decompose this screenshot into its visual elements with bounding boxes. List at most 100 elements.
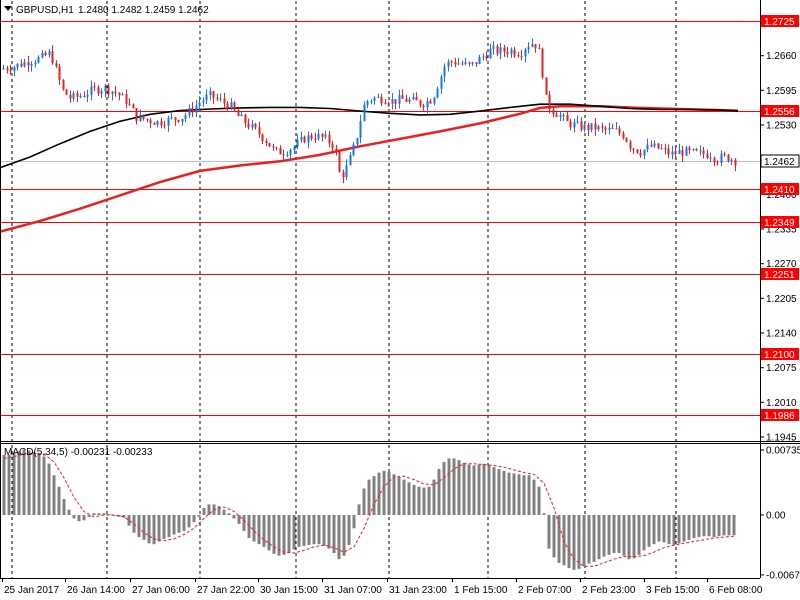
macd-bar: [492, 467, 496, 515]
candle-body: [191, 107, 194, 113]
candle-body: [20, 63, 23, 67]
ma-fast-line: [0, 103, 739, 169]
macd-bar: [267, 515, 271, 551]
macd-bar: [362, 488, 366, 515]
candle-body: [307, 135, 310, 143]
macd-bar: [522, 475, 526, 515]
candle-body: [524, 49, 527, 57]
macd-bar: [647, 515, 651, 547]
candle-body: [475, 62, 478, 64]
candle-body: [188, 107, 191, 116]
macd-bar: [567, 515, 571, 569]
candle-body: [163, 125, 166, 127]
candle-body: [107, 85, 110, 95]
candle-body: [674, 151, 677, 154]
macd-bar: [357, 504, 361, 515]
macd-bar: [722, 515, 726, 536]
chart-header: GBPUSD,H1 1.2480 1.2482 1.2459 1.2462: [4, 5, 209, 16]
candle-body: [629, 141, 632, 149]
candle-body: [254, 123, 257, 128]
macd-bar: [372, 476, 376, 515]
macd-bar: [97, 513, 101, 515]
price-tick-label: 1.2270: [766, 259, 797, 270]
candle-body: [9, 70, 12, 72]
candle-body: [587, 124, 590, 131]
time-label: 30 Jan 15:00: [260, 585, 318, 596]
candle-body: [615, 128, 618, 130]
candle-body: [433, 97, 436, 104]
time-label: 31 Jan 23:00: [389, 585, 447, 596]
candle-body: [384, 103, 387, 105]
candle-body: [212, 91, 215, 98]
candle-body: [90, 86, 93, 95]
candle-body: [688, 147, 691, 150]
candle-body: [16, 63, 19, 68]
candle-body: [681, 150, 684, 156]
macd-bar: [32, 452, 36, 515]
horizontal-levels[interactable]: [0, 21, 760, 416]
candle-body: [237, 110, 240, 117]
candle-body: [160, 120, 163, 126]
candle-body: [552, 109, 555, 115]
macd-bar: [62, 499, 66, 515]
macd-bar: [367, 479, 371, 515]
macd-bar: [687, 515, 691, 540]
candle-body: [86, 94, 89, 97]
macd-bar: [247, 515, 251, 538]
price-tick-label: 1.2335: [766, 225, 797, 236]
candle-body: [272, 146, 275, 148]
candle-body: [566, 115, 569, 121]
level-tag-label: 1.2410: [764, 185, 795, 196]
candle-body: [650, 144, 653, 147]
candle-body: [531, 44, 534, 47]
macd-bar: [77, 515, 81, 522]
candle-body: [111, 91, 114, 95]
macd-bar: [242, 515, 246, 531]
macd-bar: [82, 515, 86, 521]
level-tag-box: [761, 268, 799, 280]
candle-body: [139, 114, 142, 122]
candle-body: [167, 117, 170, 126]
macd-bar: [152, 515, 156, 545]
time-label: 1 Feb 15:00: [454, 585, 508, 596]
candle-body: [352, 144, 355, 155]
candle-body: [727, 154, 730, 162]
macd-bar: [257, 515, 261, 545]
macd-bar: [67, 509, 71, 515]
candle-body: [48, 51, 51, 56]
macd-bar: [322, 515, 326, 546]
macd-bar: [262, 515, 266, 547]
macd-bar: [307, 515, 311, 546]
macd-bar: [302, 515, 306, 546]
candle-body: [93, 86, 96, 88]
macd-bar: [317, 515, 321, 545]
symbol-timeframe: GBPUSD,H1: [16, 5, 74, 16]
time-label: 26 Jan 14:00: [67, 585, 125, 596]
macd-bar: [447, 458, 451, 515]
candle-body: [482, 56, 485, 58]
candle-body: [282, 154, 285, 156]
macd-axis: 0.00735 0.00 -0.00677: [760, 446, 800, 581]
dropdown-triangle-icon[interactable]: [4, 6, 12, 11]
candle-body: [324, 134, 327, 137]
macd-bar: [47, 463, 51, 515]
candle-body: [646, 144, 649, 150]
candle-body: [734, 159, 737, 166]
macd-bar: [87, 515, 91, 517]
macd-bar: [252, 515, 256, 542]
macd-bar: [457, 460, 461, 515]
candle-body: [709, 157, 712, 159]
level-tag-box: [761, 183, 799, 195]
candle-body: [636, 149, 639, 153]
candle-body: [443, 66, 446, 77]
macd-bar: [482, 463, 486, 515]
macd-bar: [237, 515, 241, 524]
macd-bar: [27, 450, 31, 515]
macd-bar: [312, 515, 316, 545]
macd-bar: [582, 515, 586, 567]
candle-body: [2, 68, 5, 70]
candle-body: [30, 64, 33, 66]
candle-body: [209, 91, 212, 95]
candle-body: [377, 96, 380, 98]
